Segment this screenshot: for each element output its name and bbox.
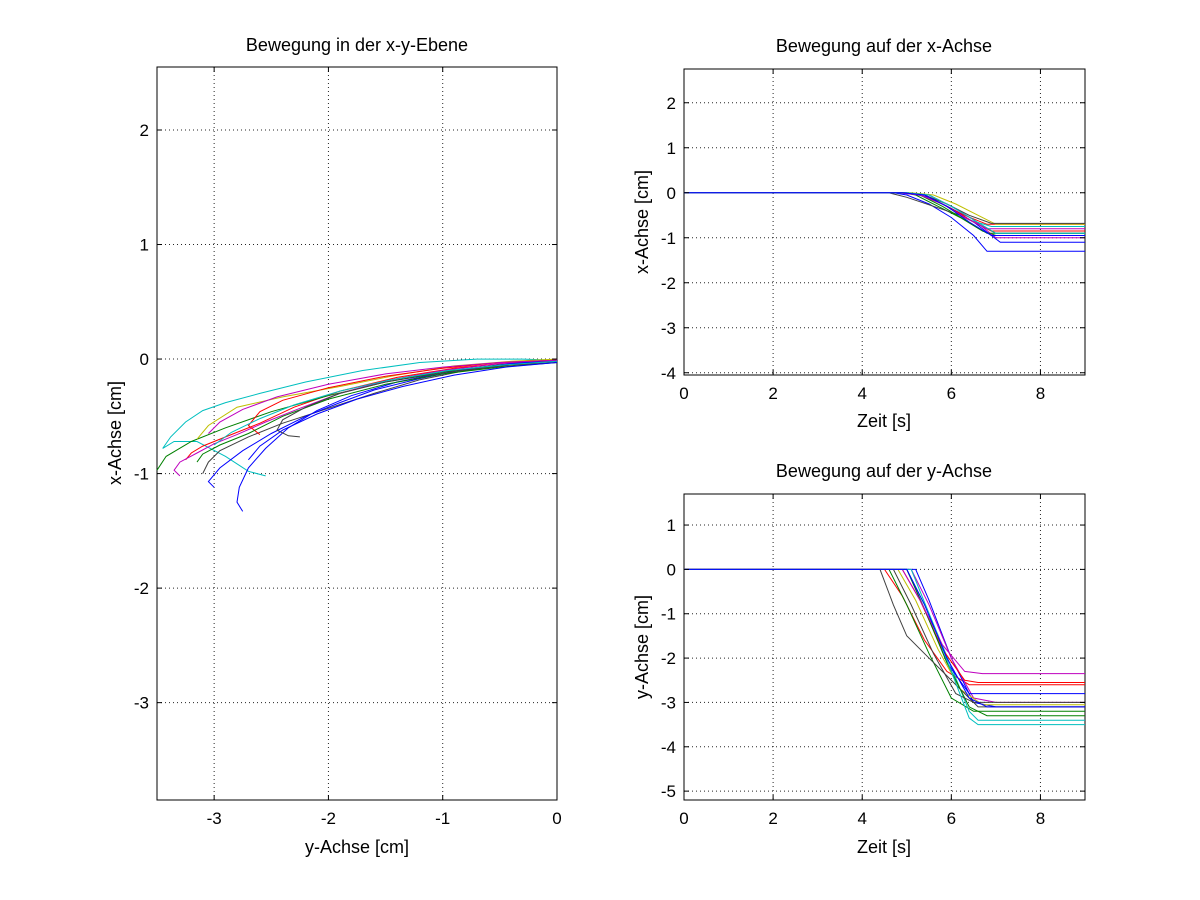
x-axis-time-ytick-label: -1 [661,229,676,248]
y-axis-time-xtick-label: 2 [768,809,777,828]
xy-plane-grid [157,67,558,800]
xy-plane-ytick-label: 0 [140,350,149,369]
x-axis-time-ytick-label: 1 [667,139,676,158]
xy-plane-ytick-label: -3 [134,694,149,713]
xy-plane-ytick-label: -2 [134,579,149,598]
x-axis-time-ticks: 0 2 4 6 8 -4 -3 -2 -1 0 1 2 [661,69,1085,403]
x-axis-time-ytick-label: -4 [661,364,676,383]
x-axis-time-xtick-label: 0 [679,384,688,403]
y-axis-time-ytick-label: -4 [661,738,676,757]
y-axis-time-ylabel: y-Achse [cm] [632,595,652,699]
x-axis-time-series-line-14 [684,192,1085,236]
y-axis-time-ytick-label: 1 [667,516,676,535]
xy-plane-series-line-14 [248,362,558,461]
xy-plane-xtick-label: 0 [552,809,561,828]
x-axis-time-ytick-label: 0 [667,184,676,203]
xy-plane-xlabel: y-Achse [cm] [305,837,409,857]
y-axis-time-grid [683,494,1085,800]
y-axis-time-title: Bewegung auf der y-Achse [776,461,992,481]
y-axis-time-series [684,568,1085,726]
xy-plane-xtick-label: -1 [435,809,450,828]
y-axis-time-xtick-label: 4 [857,809,866,828]
x-axis-time-xlabel: Zeit [s] [857,411,911,431]
x-axis-time-chart: 0 2 4 6 8 -4 -3 -2 -1 0 1 2 Bewegung auf der x-Achs… [632,36,1086,431]
xy-plane-ytick-label: -1 [134,465,149,484]
y-axis-time-ytick-label: -3 [661,693,676,712]
xy-plane-ytick-label: 1 [140,236,149,255]
xy-plane-series [156,358,558,512]
x-axis-time-xtick-label: 4 [857,384,866,403]
y-axis-time-plot-area [683,493,1086,801]
x-axis-time-series [684,192,1085,252]
x-axis-time-plot-area [683,68,1086,376]
x-axis-time-title: Bewegung auf der x-Achse [776,36,992,56]
y-axis-time-xtick-label: 6 [947,809,956,828]
xy-plane-xtick-label: -3 [207,809,222,828]
y-axis-time-ytick-label: -5 [661,782,676,801]
y-axis-time-ticks: 0 2 4 6 8 -5 -4 -3 -2 -1 0 1 [661,494,1085,828]
y-axis-time-series-line-7 [684,568,1085,708]
y-axis-time-chart: 0 2 4 6 8 -5 -4 -3 -2 -1 0 1 Bewegung auf der y-Ach… [632,461,1086,857]
xy-plane-series-line-1 [162,358,558,477]
y-axis-time-xlabel: Zeit [s] [857,837,911,857]
y-axis-time-ytick-label: 0 [667,560,676,579]
xy-plane-xtick-label: -2 [321,809,336,828]
y-axis-time-xtick-label: 8 [1036,809,1045,828]
x-axis-time-ylabel: x-Achse [cm] [632,170,652,274]
xy-plane-ylabel: x-Achse [cm] [105,381,125,485]
xy-plane-series-line-11 [276,362,558,438]
xy-plane-ticks: -3 -2 -1 0 -3 -2 -1 0 1 2 [134,67,562,828]
xy-plane-series-line-12 [208,359,558,434]
y-axis-time-ytick-label: -1 [661,605,676,624]
x-axis-time-xtick-label: 2 [768,384,777,403]
xy-plane-series-line-3 [185,358,558,461]
xy-plane-plot-area [156,66,558,801]
y-axis-time-ytick-label: -2 [661,649,676,668]
x-axis-time-ytick-label: -3 [661,319,676,338]
y-axis-time-series-line-1 [684,568,1085,686]
x-axis-time-xtick-label: 6 [947,384,956,403]
y-axis-time-series-line-13 [684,568,1085,726]
x-axis-time-xtick-label: 8 [1036,384,1045,403]
x-axis-time-ytick-label: -2 [661,274,676,293]
xy-plane-ytick-label: 2 [140,121,149,140]
xy-plane-series-line-5 [173,359,558,477]
xy-plane-series-line-13 [213,360,558,446]
x-axis-time-ytick-label: 2 [667,94,676,113]
y-axis-time-xtick-label: 0 [679,809,688,828]
xy-plane-title: Bewegung in der x-y-Ebene [246,35,468,55]
y-axis-time-series-line-14 [684,568,1085,708]
xy-plane-chart: -3 -2 -1 0 -3 -2 -1 0 1 2 Bewegung in der x-y-Ebe… [105,35,562,857]
